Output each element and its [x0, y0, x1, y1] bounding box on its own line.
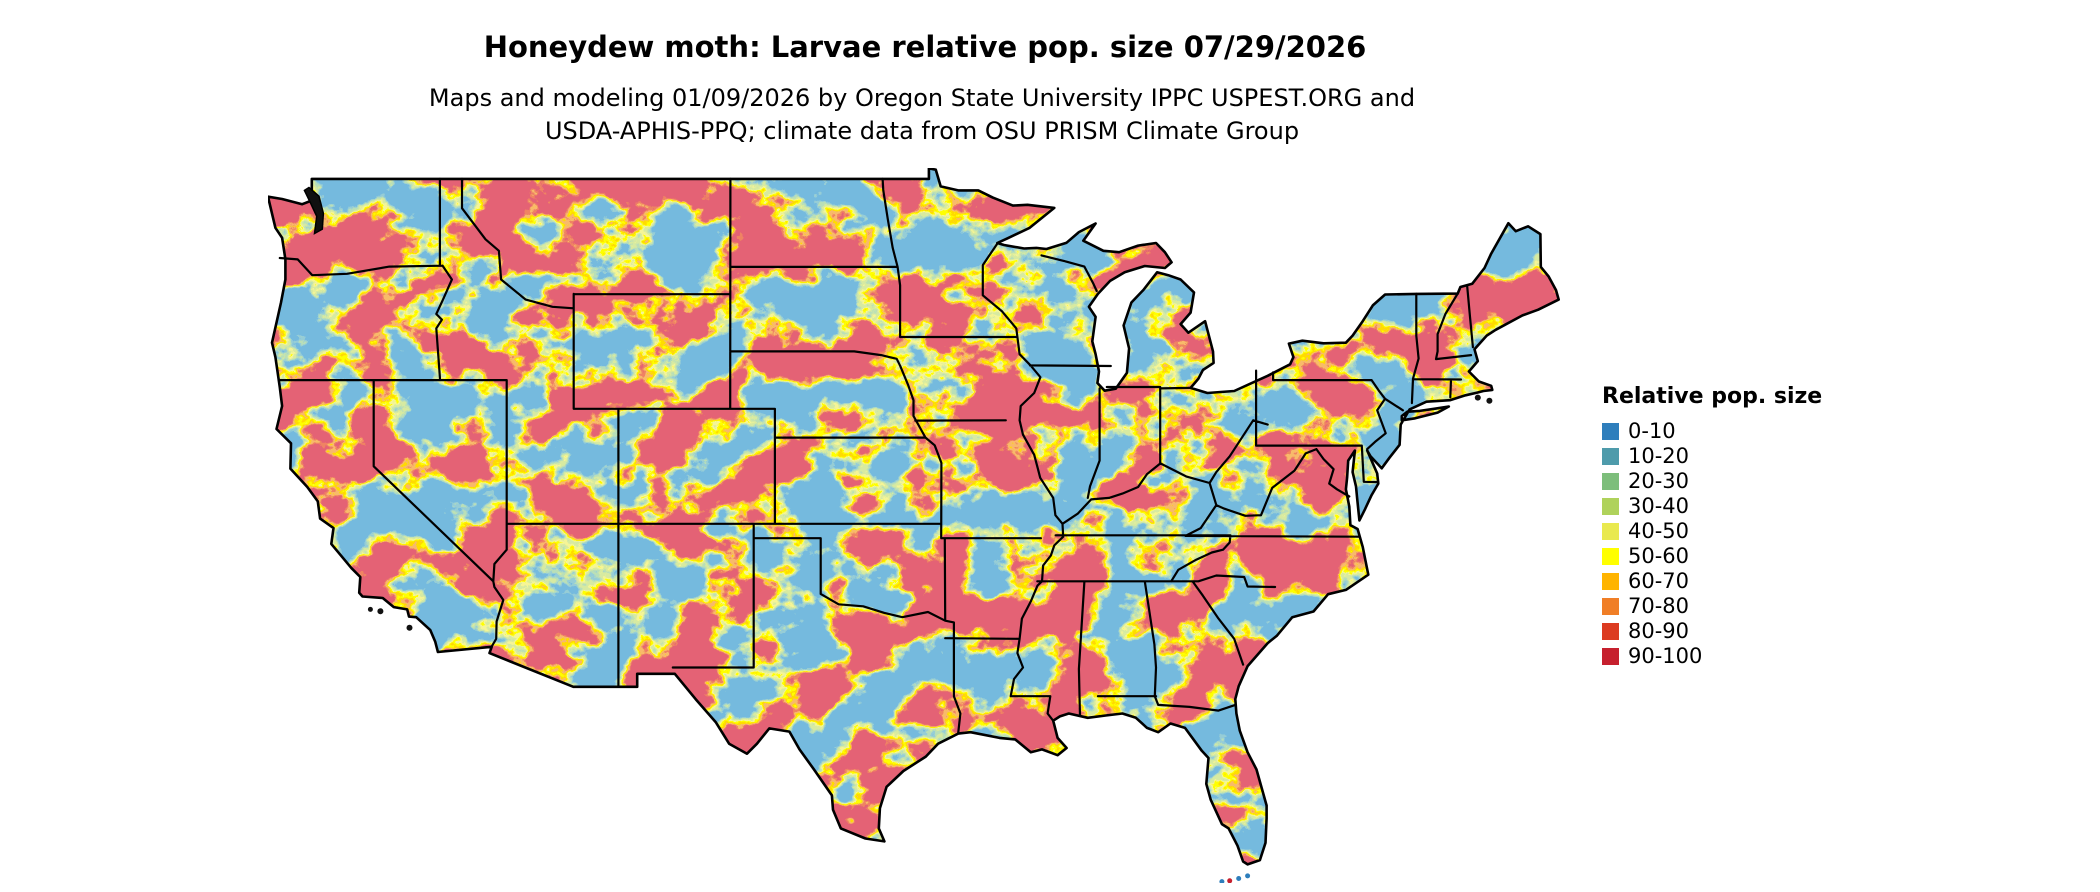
- legend-swatch: [1602, 573, 1619, 590]
- island-dot: [1245, 873, 1251, 879]
- legend-item-label: 60-70: [1628, 569, 1690, 593]
- legend-item-label: 70-80: [1628, 594, 1690, 618]
- legend-item: 90-100: [1602, 644, 1822, 669]
- legend-swatch: [1602, 473, 1619, 490]
- legend-swatch: [1602, 623, 1619, 640]
- legend-title: Relative pop. size: [1602, 384, 1823, 409]
- map-subtitle: Maps and modeling 01/09/2026 by Oregon S…: [429, 82, 1415, 148]
- legend-items: 0-10 10-20 20-30 30-40 40-50 50-60 60-70 70-80 8…: [1602, 419, 1822, 669]
- legend-item: 20-30: [1602, 469, 1822, 494]
- legend-item-label: 20-30: [1628, 469, 1690, 493]
- population-raster: [268, 168, 1559, 865]
- legend-item-label: 80-90: [1628, 619, 1690, 643]
- us-outline: [268, 168, 1560, 866]
- state-borders: [278, 177, 1474, 735]
- island-dot: [1486, 397, 1493, 404]
- legend-swatch: [1602, 648, 1619, 665]
- legend-swatch: [1602, 423, 1619, 440]
- legend-item-label: 40-50: [1628, 519, 1690, 543]
- island-dot: [1474, 394, 1481, 401]
- us-population-map: [268, 168, 1560, 883]
- legend-item: 60-70: [1602, 569, 1822, 594]
- puget-sound-detail: [303, 186, 325, 235]
- subtitle-line-1: Maps and modeling 01/09/2026 by Oregon S…: [428, 84, 1416, 112]
- small-islands: [367, 394, 1493, 883]
- legend-swatch: [1602, 548, 1619, 565]
- legend-swatch: [1602, 523, 1619, 540]
- legend-item-label: 90-100: [1628, 644, 1703, 668]
- legend-item: 70-80: [1602, 594, 1822, 619]
- legend-swatch: [1602, 448, 1619, 465]
- island-dot: [1236, 876, 1242, 881]
- subtitle-line-2: USDA-APHIS-PPQ; climate data from OSU PR…: [544, 117, 1300, 145]
- legend-item-label: 30-40: [1628, 494, 1690, 518]
- legend-item: 0-10: [1602, 419, 1822, 444]
- legend-item: 30-40: [1602, 494, 1822, 519]
- legend-item: 80-90: [1602, 619, 1822, 644]
- legend: Relative pop. size 0-10 10-20 20-30 30-40 40…: [1602, 384, 1822, 669]
- legend-item: 10-20: [1602, 444, 1822, 469]
- island-dot: [1227, 878, 1233, 883]
- island-dot: [1219, 879, 1225, 883]
- legend-item: 40-50: [1602, 519, 1822, 544]
- island-dot: [367, 606, 373, 612]
- legend-item-label: 0-10: [1628, 419, 1676, 443]
- island-dot: [406, 624, 413, 631]
- page-title: Honeydew moth: Larvae relative pop. size…: [483, 30, 1367, 64]
- legend-swatch: [1602, 598, 1619, 615]
- island-dot: [377, 608, 384, 615]
- legend-item-label: 10-20: [1628, 444, 1690, 468]
- legend-item: 50-60: [1602, 544, 1822, 569]
- legend-item-label: 50-60: [1628, 544, 1690, 568]
- legend-swatch: [1602, 498, 1619, 515]
